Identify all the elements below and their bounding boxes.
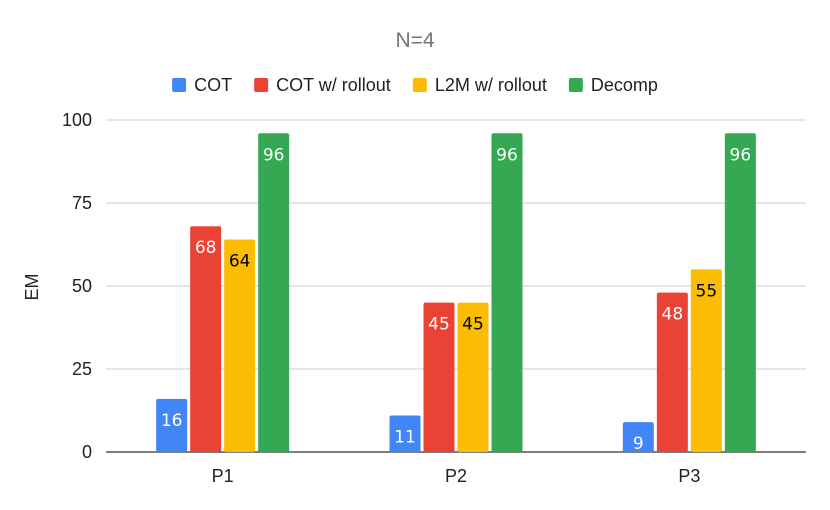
y-tick-label: 50 <box>72 276 92 296</box>
bar <box>690 269 722 452</box>
bar <box>724 133 756 452</box>
legend-item: Decomp <box>568 75 658 95</box>
legend-swatch <box>172 78 187 92</box>
data-label: 9 <box>633 434 644 454</box>
legend-swatch <box>412 78 427 92</box>
bar <box>190 226 222 452</box>
data-label: 96 <box>263 145 285 165</box>
bar <box>224 239 256 452</box>
legend-swatch <box>568 78 583 92</box>
x-tick-label: P2 <box>445 466 467 486</box>
data-label: 45 <box>428 315 450 335</box>
gridlines <box>106 119 806 453</box>
x-tick-label: P1 <box>212 466 234 486</box>
data-label: 11 <box>394 427 416 447</box>
x-tick-label: P3 <box>678 466 700 486</box>
data-label: 55 <box>696 281 718 301</box>
legend-label: L2M w/ rollout <box>435 75 547 95</box>
legend-label: Decomp <box>591 75 658 95</box>
bar <box>423 302 455 452</box>
data-label: 48 <box>662 305 684 325</box>
data-label: 96 <box>496 145 518 165</box>
y-axis-ticks: 0 25 50 75 100 <box>62 110 92 462</box>
chart-title: N=4 <box>395 29 434 52</box>
y-tick-label: 75 <box>72 193 92 213</box>
legend-swatch <box>254 78 269 92</box>
bar <box>258 133 290 452</box>
bar <box>491 133 523 452</box>
data-label: 68 <box>195 238 217 258</box>
bar <box>156 398 188 452</box>
legend-item: COT w/ rollout <box>254 75 391 95</box>
y-tick-label: 25 <box>72 359 92 379</box>
legend-item: COT <box>172 75 232 95</box>
legend-label: COT <box>194 75 232 95</box>
data-label: 45 <box>462 315 484 335</box>
x-axis-ticks: P1 P2 P3 <box>212 466 701 486</box>
data-label: 64 <box>229 252 251 272</box>
y-tick-label: 0 <box>82 442 92 462</box>
bars <box>156 133 756 452</box>
y-tick-label: 100 <box>62 110 92 130</box>
legend: COT COT w/ rollout L2M w/ rollout Decomp <box>172 75 658 95</box>
bar <box>389 415 421 452</box>
legend-label: COT w/ rollout <box>276 75 391 95</box>
bar <box>656 292 688 452</box>
bar <box>457 302 489 452</box>
legend-item: L2M w/ rollout <box>412 75 547 95</box>
y-axis-label: EM <box>22 274 42 301</box>
data-label: 16 <box>161 411 183 431</box>
bar <box>622 422 654 452</box>
data-label: 96 <box>730 145 752 165</box>
data-labels: 16 68 64 96 11 45 45 96 9 48 55 96 <box>161 145 751 454</box>
